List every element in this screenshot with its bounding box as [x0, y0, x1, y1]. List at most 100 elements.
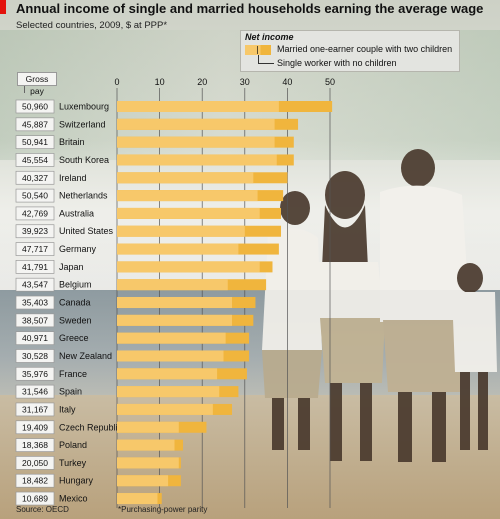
gross-pay-value: 41,791	[22, 262, 48, 272]
country-label: Czech Republic	[59, 422, 123, 432]
legend: Net income Married one-earner couple wit…	[240, 30, 460, 72]
gross-pay-box	[15, 224, 55, 239]
x-tick-label: 20	[197, 77, 207, 87]
gross-pay-value: 10,689	[22, 494, 48, 504]
gross-pay-header: Gross pay	[17, 72, 57, 96]
country-label: Turkey	[59, 458, 87, 468]
bar-single	[117, 439, 175, 451]
country-label: Luxembourg	[59, 102, 109, 112]
bar-single	[117, 225, 245, 237]
gross-pay-box	[15, 420, 55, 435]
bar-single	[117, 118, 275, 130]
x-tick-label: 40	[282, 77, 292, 87]
bar-single	[117, 475, 169, 487]
gross-pay-box	[15, 135, 55, 149]
bar-single	[117, 172, 254, 184]
gross-pay-box	[15, 153, 55, 167]
bar-single	[117, 314, 233, 326]
x-tick-label: 30	[240, 77, 250, 87]
legend-connector-horizontal	[258, 63, 274, 64]
bar-single	[117, 279, 228, 291]
bar-single	[117, 421, 179, 433]
country-label: Sweden	[59, 315, 92, 325]
gross-pay-box	[15, 473, 55, 488]
x-tick-label: 0	[114, 77, 119, 87]
gross-pay-value: 45,887	[22, 119, 48, 129]
bar-single	[117, 350, 224, 362]
gross-pay-value: 50,960	[22, 102, 48, 112]
country-label: Switzerland	[59, 119, 106, 129]
gross-pay-value: 31,167	[22, 404, 48, 414]
bar-single	[117, 261, 260, 273]
country-label: France	[59, 369, 87, 379]
country-label: Greece	[59, 333, 89, 343]
gross-pay-value: 40,327	[22, 173, 48, 183]
country-label: Mexico	[59, 494, 88, 504]
bar-single	[117, 457, 179, 469]
gross-pay-value: 39,923	[22, 226, 48, 236]
country-label: New Zealand	[59, 351, 112, 361]
gross-pay-connector	[24, 86, 25, 93]
bar-single	[117, 154, 277, 166]
gross-pay-value: 19,409	[22, 422, 48, 432]
country-label: South Korea	[59, 155, 109, 165]
gross-pay-value: 30,528	[22, 351, 48, 361]
gross-pay-value: 42,769	[22, 208, 48, 218]
legend-marker-single	[257, 46, 258, 54]
gross-pay-value: 43,547	[22, 280, 48, 290]
bar-single	[117, 190, 258, 202]
gross-pay-value: 40,971	[22, 333, 48, 343]
x-tick-label: 50	[325, 77, 335, 87]
bar-single	[117, 368, 218, 380]
gross-pay-box	[15, 117, 55, 132]
country-label: Germany	[59, 244, 97, 254]
bar-single	[117, 207, 260, 219]
gross-pay-box	[15, 260, 55, 274]
beach-background	[0, 395, 500, 519]
country-label: Ireland	[59, 173, 87, 183]
gross-pay-box	[15, 313, 55, 328]
gross-pay-box	[15, 170, 55, 185]
gross-pay-box	[15, 242, 55, 256]
bar-single	[117, 386, 220, 398]
gross-pay-box	[15, 438, 55, 452]
country-label: Netherlands	[59, 191, 108, 201]
gross-pay-box	[15, 384, 55, 399]
accent-bar	[0, 0, 6, 14]
footnote: *Purchasing-power parity	[118, 505, 208, 514]
legend-swatch-married	[245, 45, 271, 55]
gross-pay-box	[15, 277, 55, 292]
legend-connector	[258, 55, 259, 64]
country-label: Australia	[59, 208, 94, 218]
gross-pay-value: 18,368	[22, 440, 48, 450]
gross-pay-box	[15, 456, 55, 470]
gross-pay-value: 35,403	[22, 298, 48, 308]
country-label: Belgium	[59, 280, 92, 290]
bar-single	[117, 403, 213, 415]
x-tick-label: 10	[155, 77, 165, 87]
bar-single	[117, 332, 226, 344]
chart-subtitle: Selected countries, 2009, $ at PPP*	[16, 20, 168, 31]
gross-pay-value: 47,717	[22, 244, 48, 254]
legend-title: Net income	[245, 32, 294, 42]
bar-single	[117, 243, 239, 255]
country-label: Japan	[59, 262, 84, 272]
gross-pay-box	[15, 99, 55, 114]
bar-single	[117, 493, 158, 505]
bar-single	[117, 297, 233, 309]
bar-single	[117, 136, 275, 148]
chart-title: Annual income of single and married hous…	[16, 1, 484, 16]
gross-pay-box	[15, 402, 55, 417]
gross-pay-value: 18,482	[22, 476, 48, 486]
country-label: United States	[59, 226, 114, 236]
gross-pay-box	[15, 331, 55, 346]
gross-pay-box	[15, 349, 55, 363]
source-note: Source: OECD	[16, 505, 69, 514]
country-label: Britain	[59, 137, 85, 147]
gross-pay-value: 50,941	[22, 137, 48, 147]
gross-pay-value: 20,050	[22, 458, 48, 468]
gross-pay-value: 31,546	[22, 387, 48, 397]
bar-single	[117, 101, 279, 112]
